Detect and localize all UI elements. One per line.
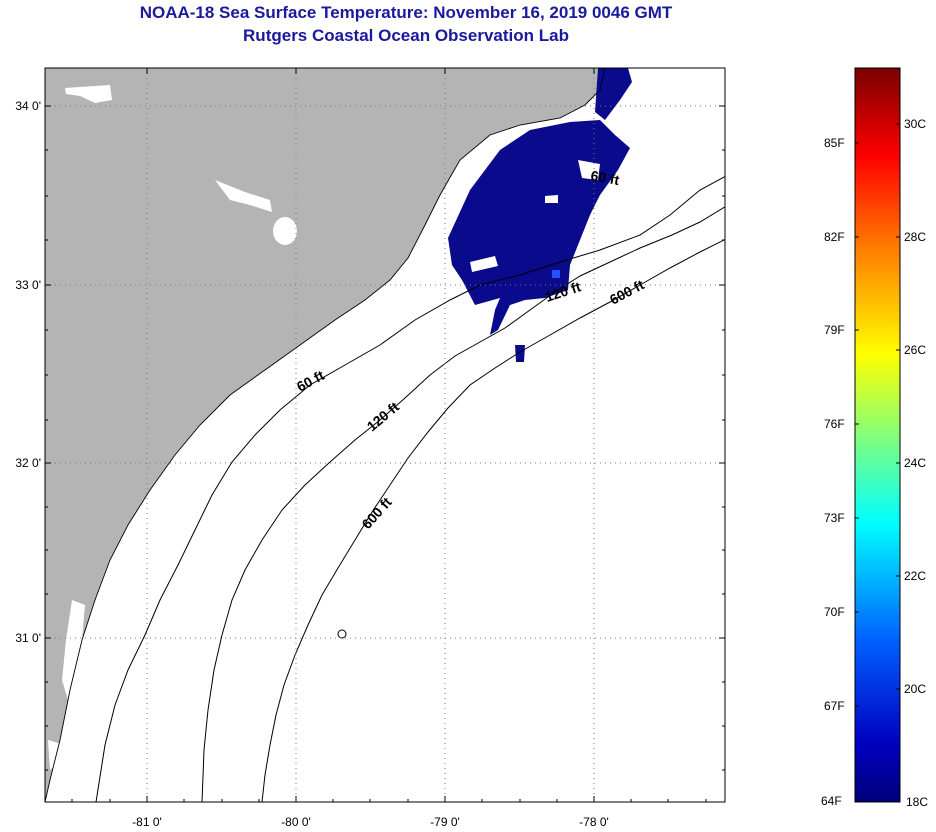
- colorbar-c-label: 26C: [904, 343, 927, 357]
- sst-cold-strip: [595, 68, 632, 120]
- colorbar-c-label: 28C: [904, 230, 927, 244]
- lake: [215, 180, 272, 212]
- lat-label: 31 0': [15, 631, 41, 645]
- contour-label: 60 ft: [589, 167, 620, 188]
- contour-120ft: [201, 206, 725, 802]
- color-bar: [854, 67, 901, 803]
- lake: [273, 217, 297, 245]
- lon-label: -78 0': [579, 815, 609, 829]
- lat-label: 34 0': [15, 99, 41, 113]
- lat-label: 32 0': [15, 456, 41, 470]
- map-subtitle: Rutgers Coastal Ocean Observation Lab: [243, 26, 569, 45]
- coastline: [45, 68, 606, 802]
- contour-label: 600 ft: [358, 494, 395, 532]
- contour-label: 600 ft: [607, 276, 647, 307]
- sst-gap: [470, 256, 498, 272]
- sst-gap: [545, 195, 558, 203]
- sst-gap: [578, 160, 600, 180]
- map-frame: [44, 67, 726, 803]
- contour-label: 60 ft: [294, 367, 327, 395]
- contour-60ft: [95, 176, 725, 802]
- lon-label: -80 0': [281, 815, 311, 829]
- grid: [45, 68, 725, 802]
- lon-label: -81 0': [132, 815, 162, 829]
- colorbar-c-label: 24C: [904, 456, 927, 470]
- colorbar-f-label: 85F: [824, 136, 845, 150]
- map-title: NOAA-18 Sea Surface Temperature: Novembe…: [139, 3, 673, 22]
- colorbar-f-label: 82F: [824, 230, 845, 244]
- seamount-contour: [337, 629, 347, 639]
- sst-cold-spot: [515, 345, 525, 362]
- color-bar-ticks: [855, 123, 900, 707]
- colorbar-c-label: 30C: [904, 117, 927, 131]
- sst-cold-patch: [448, 120, 630, 335]
- lon-label: -79 0': [430, 815, 460, 829]
- sst-warm-spot: [552, 270, 560, 278]
- lake: [62, 600, 85, 700]
- contour-600ft: [261, 238, 725, 802]
- colorbar-f-label: 79F: [824, 323, 845, 337]
- colorbar-f-label: 70F: [824, 605, 845, 619]
- contour-label: 120 ft: [364, 398, 403, 434]
- colorbar-f-label: 73F: [824, 511, 845, 525]
- colorbar-c-label: 22C: [904, 569, 927, 583]
- lat-label: 33 0': [15, 278, 41, 292]
- colorbar-f-label: 76F: [824, 417, 845, 431]
- colorbar-f-label: 64F: [821, 794, 842, 808]
- axis-ticks: [45, 68, 725, 802]
- land-mass: [45, 68, 605, 802]
- colorbar-f-label: 67F: [824, 699, 845, 713]
- lake: [65, 85, 112, 103]
- colorbar-c-label: 18C: [906, 795, 929, 809]
- colorbar-c-label: 20C: [904, 682, 927, 696]
